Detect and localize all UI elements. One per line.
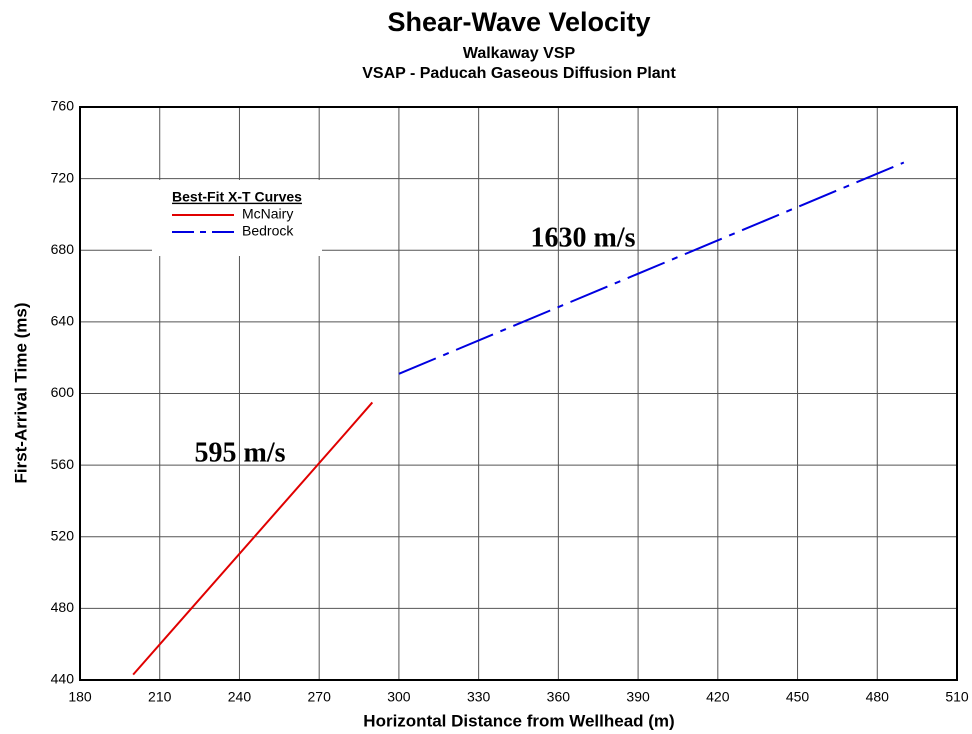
x-tick-label: 360 — [547, 689, 571, 705]
plot-frame — [79, 106, 958, 681]
y-tick-label: 720 — [51, 169, 75, 185]
legend-label: McNairy — [242, 206, 293, 222]
x-tick-label: 510 — [945, 689, 969, 705]
series-line — [132, 401, 374, 676]
chart-subtitle: VSAP - Paducah Gaseous Diffusion Plant — [362, 65, 676, 82]
y-tick-label: 640 — [51, 313, 75, 329]
x-tick-label: 480 — [866, 689, 890, 705]
legend-title: Best-Fit X-T Curves — [172, 189, 302, 205]
x-tick-label: 420 — [706, 689, 730, 705]
y-tick-label: 560 — [51, 456, 75, 472]
y-tick-label: 480 — [51, 599, 75, 615]
y-axis-label: First-Arrival Time (ms) — [11, 302, 30, 483]
y-tick-label: 520 — [51, 527, 75, 543]
series-line — [398, 161, 905, 375]
x-tick-label: 270 — [308, 689, 332, 705]
x-tick-label: 300 — [387, 689, 411, 705]
x-tick-label: 180 — [68, 689, 92, 705]
x-tick-label: 390 — [626, 689, 650, 705]
y-tick-label: 600 — [51, 384, 75, 400]
x-tick-label: 210 — [148, 689, 172, 705]
annotation: 595 m/s — [195, 437, 286, 468]
chart-subtitle: Walkaway VSP — [463, 45, 576, 62]
x-tick-label: 330 — [467, 689, 491, 705]
chart-title: Shear-Wave Velocity — [387, 7, 650, 37]
x-axis-label: Horizontal Distance from Wellhead (m) — [363, 711, 674, 730]
legend-box — [152, 180, 322, 256]
x-tick-label: 240 — [228, 689, 252, 705]
annotation: 1630 m/s — [531, 222, 636, 253]
x-tick-label: 450 — [786, 689, 810, 705]
y-tick-label: 680 — [51, 241, 75, 257]
y-tick-label: 760 — [51, 98, 75, 114]
legend-label: Bedrock — [242, 223, 294, 239]
y-tick-label: 440 — [51, 671, 75, 687]
